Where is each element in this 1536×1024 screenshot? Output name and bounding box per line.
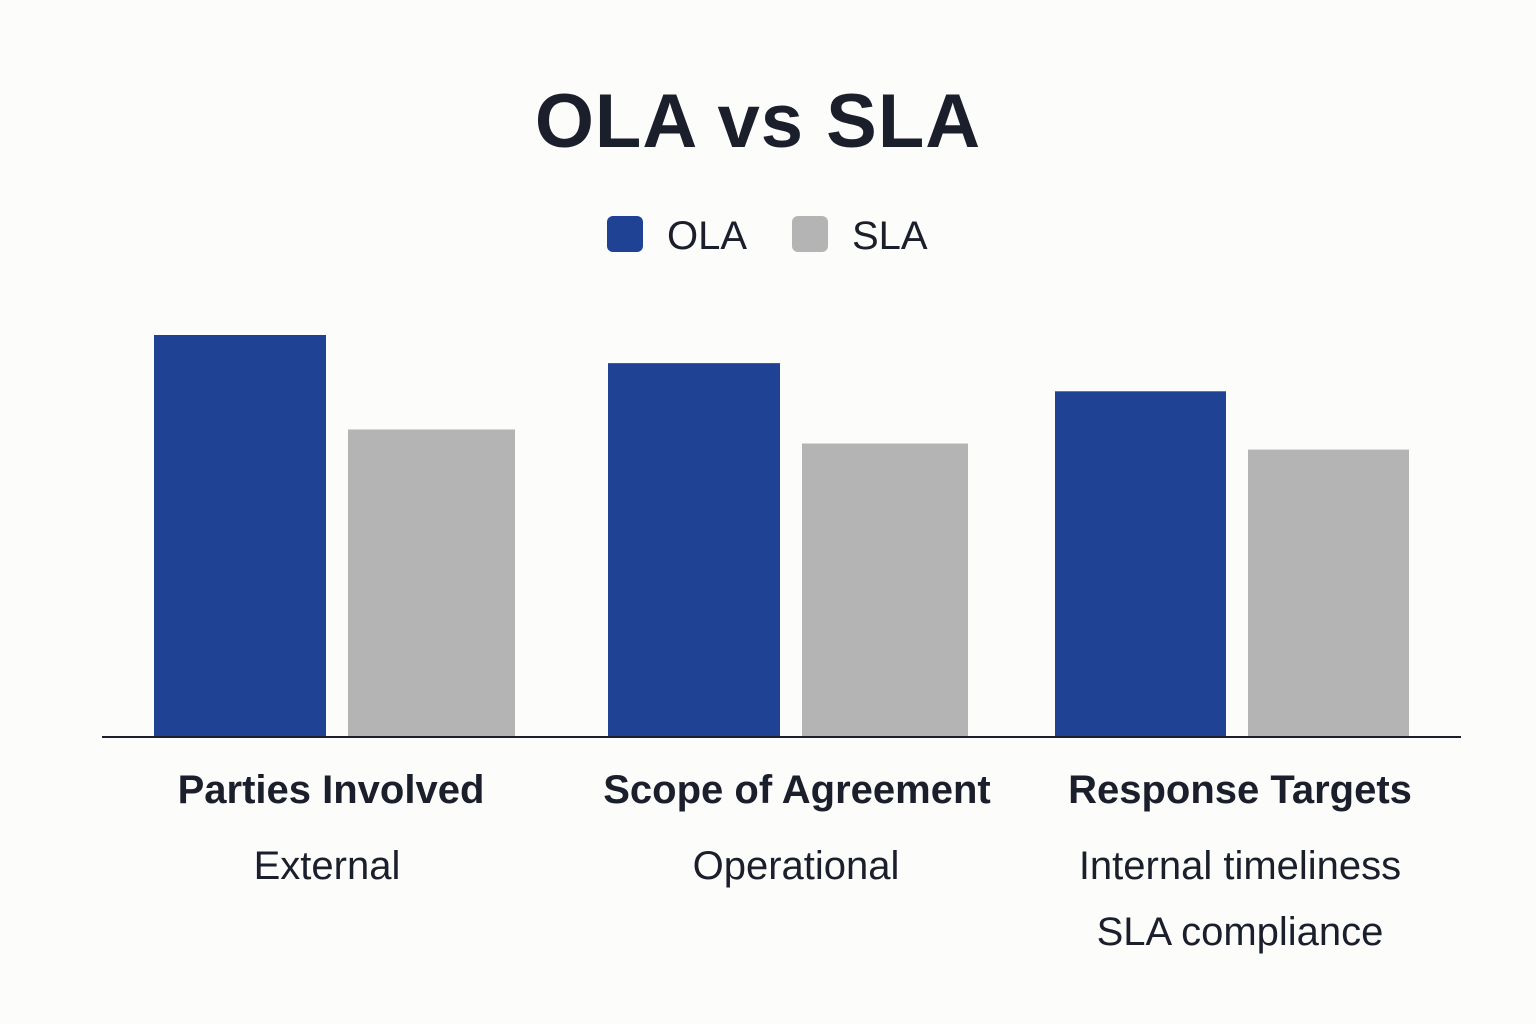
legend-swatch-sla bbox=[792, 216, 828, 252]
bar-sla-response-targets bbox=[1248, 449, 1409, 737]
category-note-parties-involved: External bbox=[97, 833, 557, 899]
legend-swatch-ola bbox=[607, 216, 643, 252]
legend-label-sla: SLA bbox=[852, 214, 928, 258]
category-note-scope-of-agreement: Operational bbox=[566, 833, 1026, 899]
legend-label-ola: OLA bbox=[667, 214, 748, 258]
category-note-response-targets: Internal timeliness SLA compliance bbox=[1010, 833, 1470, 965]
bar-ola-response-targets bbox=[1055, 391, 1226, 737]
bar-ola-parties-involved bbox=[154, 335, 326, 737]
category-note-line: SLA compliance bbox=[1096, 910, 1384, 954]
category-label-response-targets: Response Targets bbox=[1068, 768, 1412, 812]
bar-ola-scope-of-agreement bbox=[608, 363, 780, 737]
category-label-scope-of-agreement: Scope of Agreement bbox=[603, 768, 991, 812]
category-label-parties-involved: Parties Involved bbox=[177, 768, 485, 812]
category-note-line: External bbox=[253, 844, 401, 888]
category-note-line: Internal timeliness bbox=[1078, 844, 1402, 888]
bar-sla-parties-involved bbox=[348, 429, 515, 737]
bar-sla-scope-of-agreement bbox=[802, 443, 968, 737]
legend: OLA SLA bbox=[0, 214, 1536, 258]
category-note-line: Operational bbox=[692, 844, 900, 888]
chart-title: OLA vs SLA bbox=[534, 79, 982, 164]
